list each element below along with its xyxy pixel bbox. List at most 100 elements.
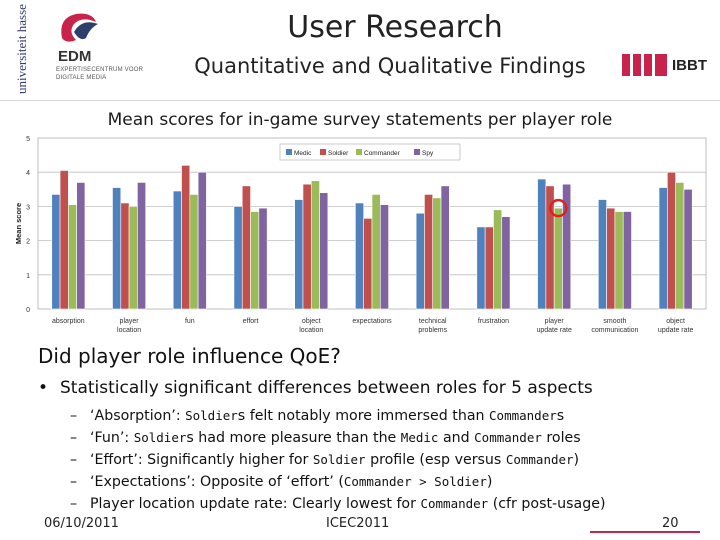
sub-bullet-item: – ‘Effort’: Significantly higher for Sold…: [70, 449, 710, 471]
sub-bullet-text: s: [556, 408, 565, 424]
sub-bullet-list: – ‘Absorption’: Soldiers felt notably mor…: [70, 405, 710, 515]
bar-soldier: [181, 165, 191, 310]
bar-medic: [233, 206, 243, 310]
sub-bullet-text: s felt notably more immersed than: [237, 408, 490, 424]
sub-bullet-text: profile (esp versus: [365, 452, 506, 468]
bullet-dot-icon: •: [38, 378, 49, 398]
dash-icon: –: [70, 496, 78, 512]
sub-bullet-text: ‘Effort’: Significantly higher for: [90, 452, 313, 468]
x-tick-label: absorption: [52, 318, 85, 325]
highlight-circle: [549, 198, 568, 218]
bar-soldier: [606, 207, 616, 310]
bar-soldier: [484, 226, 494, 310]
sub-bullet-item: – ‘Absorption’: Soldiers felt notably mor…: [70, 405, 710, 427]
sub-bullet-text: roles: [541, 430, 581, 446]
dash-icon: –: [70, 474, 78, 490]
sub-bullet-item: – Player location update rate: Clearly lo…: [70, 493, 710, 515]
y-tick-label: 2: [26, 239, 30, 246]
x-tick-label: frustration: [478, 318, 509, 325]
sub-bullet-text: ): [573, 452, 580, 468]
legend-swatch-medic: [286, 149, 292, 155]
bar-medic: [294, 199, 304, 310]
footer-accent-line: [590, 531, 700, 533]
legend-box: [279, 143, 461, 161]
role-name: Medic: [400, 430, 439, 445]
sub-bullet-item: – ‘Expectations’: Opposite of ‘effort’ (C…: [70, 471, 710, 493]
bar-medic: [598, 199, 607, 310]
bar-commander: [493, 209, 503, 310]
bar-commander: [675, 182, 685, 310]
y-tick-label: 0: [26, 307, 30, 314]
bar-soldier: [241, 185, 251, 310]
footer-date: 06/10/2011: [44, 516, 119, 531]
bar-spy: [440, 185, 450, 310]
legend-swatch-spy: [414, 149, 420, 155]
legend-label-soldier: Soldier: [328, 150, 349, 157]
legend-label-spy: Spy: [422, 150, 434, 157]
bar-spy: [501, 216, 511, 310]
sub-bullet-text: ): [486, 474, 493, 490]
bar-soldier: [667, 171, 676, 310]
bar-commander: [310, 180, 320, 310]
bar-medic: [537, 178, 547, 310]
bar-commander: [189, 194, 199, 310]
role-name: Commander: [474, 430, 542, 445]
dash-icon: –: [70, 430, 78, 446]
bar-spy: [258, 207, 268, 310]
x-tick-label: fun: [185, 318, 195, 325]
main-bullet: • Statistically significant differences b…: [38, 378, 593, 398]
role-name: Commander: [489, 408, 557, 423]
sub-bullet-text: and: [438, 430, 475, 446]
slide-title: User Research: [287, 10, 503, 45]
x-tick-label: smooth communication: [591, 318, 638, 334]
edm-logo-name: EDM: [58, 48, 92, 65]
role-name: Soldier: [133, 430, 187, 445]
university-logo: universiteit hasselt: [14, 4, 29, 94]
bar-commander: [432, 197, 442, 310]
legend-swatch-soldier: [320, 149, 326, 155]
bar-commander: [553, 207, 563, 310]
bar-soldier: [59, 170, 69, 310]
bar-spy: [76, 182, 86, 310]
bar-medic: [51, 194, 61, 310]
bar-commander: [68, 204, 77, 310]
bar-commander: [371, 194, 381, 310]
sub-bullet-text: ‘Expectations’: Opposite of ‘effort’ (: [90, 474, 344, 490]
role-name: Soldier: [185, 408, 238, 423]
bar-medic: [658, 187, 668, 310]
role-name: Soldier: [312, 452, 366, 467]
bar-soldier: [363, 218, 373, 310]
role-name: Commander: [505, 452, 574, 467]
y-tick-label: 1: [26, 273, 30, 280]
sub-bullet-text: s had more pleasure than the: [186, 430, 401, 446]
dash-icon: –: [70, 408, 78, 424]
dash-icon: –: [70, 452, 78, 468]
y-tick-label: 5: [26, 136, 30, 143]
bar-soldier: [120, 202, 130, 310]
sub-bullet-text: Player location update rate: Clearly low…: [90, 496, 421, 512]
bar-spy: [137, 182, 146, 310]
legend-label-commander: Commander: [364, 150, 401, 157]
y-tick-label: 3: [26, 204, 30, 211]
bar-spy: [379, 204, 389, 310]
edm-logo: EDM EXPERTISECENTRUM VOOR DIGITALE MEDIA: [52, 8, 152, 88]
bar-soldier: [302, 183, 312, 310]
footer-page-number: 20: [662, 516, 679, 531]
bar-chart: 0 1 2 3 4 5 Mean score absorption player location…: [14, 136, 707, 334]
sub-bullet-text: (cfr post-usage): [488, 496, 606, 512]
slide-header: universiteit hasselt EDM EXPERTISECENTRU…: [0, 0, 720, 101]
role-name: Commander > Soldier: [343, 474, 487, 489]
bar-spy: [319, 192, 329, 310]
bar-commander: [128, 206, 138, 310]
sub-bullet-text: ‘Fun’:: [90, 430, 134, 446]
x-tick-label: technical problems: [418, 318, 447, 334]
question-heading: Did player role influence QoE?: [38, 344, 341, 368]
university-logo-text: universiteit hasselt: [14, 4, 29, 94]
bar-medic: [172, 190, 182, 310]
y-tick-label: 4: [26, 170, 30, 177]
bar-commander: [250, 211, 260, 310]
x-tick-label: object update rate: [658, 318, 694, 334]
x-tick-label: effort: [243, 318, 259, 325]
ibbt-logo: IBBT: [622, 54, 712, 78]
main-bullet-text: Statistically significant differences be…: [60, 378, 593, 398]
